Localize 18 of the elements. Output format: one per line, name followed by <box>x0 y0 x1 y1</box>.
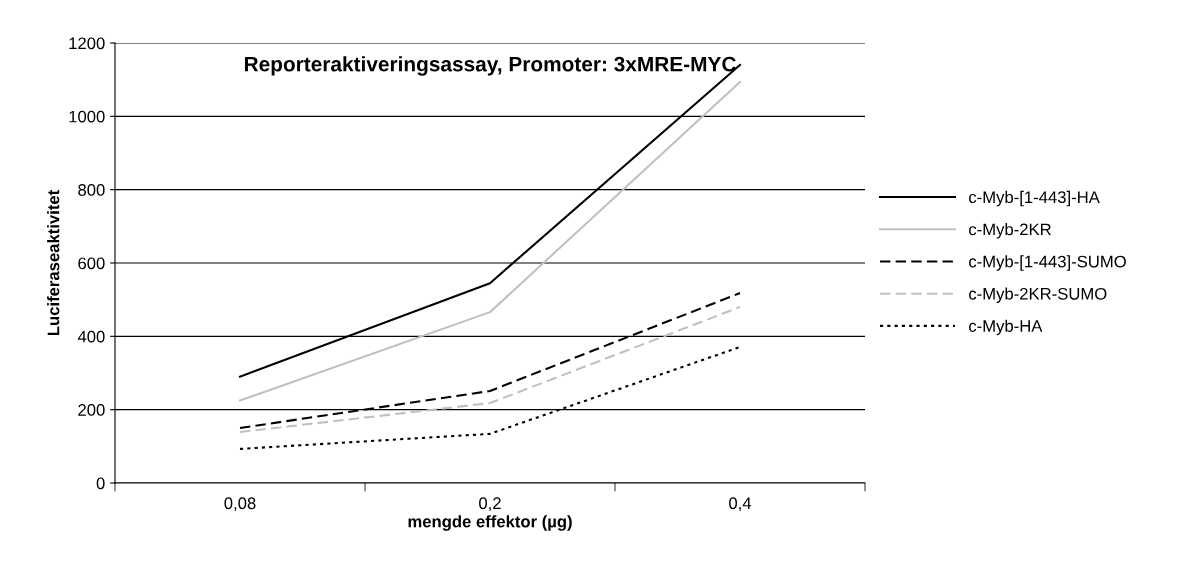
y-tick-label: 1200 <box>69 37 105 50</box>
y-tick-label: 400 <box>77 330 105 343</box>
x-axis-title: mengde effektor (µg) <box>408 515 572 531</box>
legend-label: c-Myb-[1-443]-HA <box>969 190 1100 207</box>
x-tick-label: 0,2 <box>479 497 501 512</box>
y-tick-label: 800 <box>78 184 105 196</box>
text: Reporteraktiveringsassay, Promoter: 3xMRE-MYC <box>244 56 736 76</box>
y-tick-label: 600 <box>78 257 105 270</box>
y-tick-label: 1000 <box>69 110 105 123</box>
legend-label: c-Myb-HA <box>969 319 1043 336</box>
legend-label: c-Myb-2KR <box>969 223 1051 239</box>
x-tick-label: 0,4 <box>729 497 752 512</box>
y-tick-label: 200 <box>78 404 105 416</box>
legend-label: c-Myb-2KR-SUMO <box>969 287 1107 303</box>
x-tick-label: 0,08 <box>224 497 256 512</box>
y-axis-title: Luciferaseaktivitet <box>47 190 60 336</box>
y-tick-label: 0 <box>96 477 105 490</box>
legend-label: c-Myb-[1-443]-SUMO <box>969 255 1126 271</box>
